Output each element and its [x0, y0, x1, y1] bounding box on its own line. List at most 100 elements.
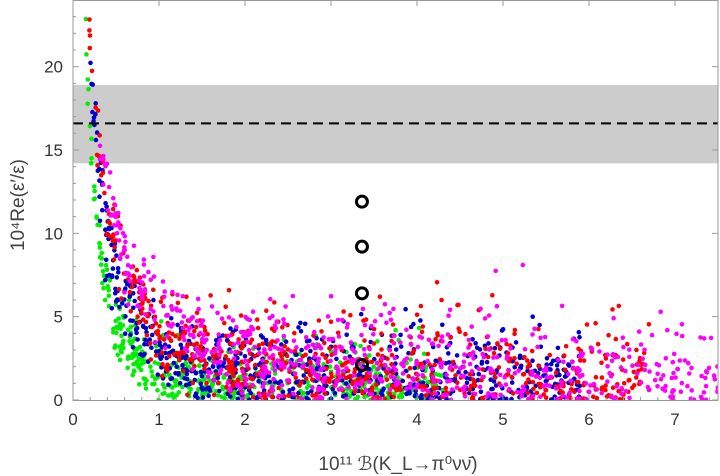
data-point [254, 372, 260, 377]
data-point [270, 353, 276, 358]
data-point [184, 376, 190, 382]
data-point [223, 354, 228, 359]
data-point [512, 371, 518, 376]
x-tick-label-4: 4 [412, 410, 421, 429]
data-point [379, 363, 384, 368]
data-point [319, 329, 324, 334]
data-point [89, 136, 94, 142]
data-point [275, 338, 280, 343]
data-point [369, 359, 375, 365]
y-axis-title: 10⁴Re(ε′/ε) [8, 159, 29, 251]
data-point [561, 353, 567, 358]
data-point [436, 378, 442, 384]
data-point [471, 356, 476, 361]
data-point [576, 329, 582, 335]
data-point [530, 358, 535, 364]
data-point [382, 396, 388, 400]
data-point [148, 364, 153, 370]
data-point [348, 312, 353, 318]
data-point [279, 342, 284, 347]
data-point [478, 306, 483, 312]
data-point [502, 375, 508, 380]
data-point [92, 196, 97, 201]
data-point [232, 389, 237, 395]
data-point [392, 355, 398, 361]
data-point [201, 332, 207, 338]
data-point [530, 314, 535, 320]
data-point [152, 339, 158, 345]
data-point [140, 293, 145, 298]
y-tick-label-0: 0 [54, 391, 63, 410]
data-point [363, 387, 369, 393]
data-point [125, 281, 130, 287]
data-point [604, 394, 610, 399]
data-point [419, 365, 425, 371]
data-point [315, 361, 320, 366]
data-point [548, 367, 553, 372]
data-point [447, 366, 453, 371]
data-point [239, 346, 244, 351]
data-point [533, 374, 539, 379]
data-point [380, 356, 385, 362]
data-point [426, 337, 432, 343]
data-point [379, 331, 384, 337]
data-point [116, 270, 121, 275]
data-point [512, 331, 517, 337]
data-point [228, 326, 233, 331]
data-point [133, 327, 139, 332]
data-point [712, 377, 718, 382]
data-point [448, 378, 453, 383]
data-point [613, 395, 618, 400]
data-point [110, 206, 116, 212]
data-point [97, 241, 103, 247]
data-point [184, 368, 190, 374]
data-point [315, 376, 321, 381]
data-point [222, 320, 227, 326]
data-point [498, 392, 504, 398]
data-point [268, 296, 273, 302]
data-point [594, 395, 600, 400]
data-point [295, 394, 300, 400]
data-point [160, 391, 165, 397]
data-point [293, 375, 299, 381]
data-point [185, 392, 190, 398]
data-point [135, 314, 140, 320]
data-point [193, 370, 199, 376]
data-point [678, 389, 684, 395]
data-point [291, 391, 296, 397]
data-point [415, 344, 421, 350]
data-point [180, 368, 186, 374]
data-point [180, 325, 186, 331]
data-point [652, 377, 658, 383]
data-point [152, 317, 157, 322]
data-point [380, 388, 385, 394]
data-point [101, 286, 106, 291]
x-tick-label-3: 3 [326, 410, 335, 429]
data-point [336, 334, 342, 339]
data-point [199, 355, 204, 361]
data-point [225, 380, 230, 386]
data-point [142, 287, 148, 292]
data-point [123, 286, 128, 291]
data-point [443, 385, 449, 391]
data-point [147, 340, 153, 346]
data-point [439, 297, 444, 303]
data-point [215, 310, 220, 316]
data-point [649, 332, 655, 338]
data-point [314, 396, 320, 400]
data-point [553, 370, 559, 376]
data-point [299, 364, 305, 370]
data-point [193, 324, 199, 330]
data-point [143, 386, 149, 391]
data-point [367, 346, 372, 352]
data-point [173, 333, 178, 339]
data-point [97, 245, 103, 250]
data-point [269, 384, 275, 390]
data-point [453, 364, 459, 370]
data-point [577, 383, 583, 389]
data-point [536, 326, 541, 332]
data-point [142, 376, 148, 382]
data-point [240, 390, 245, 396]
data-point [435, 331, 440, 336]
data-point [121, 345, 126, 351]
